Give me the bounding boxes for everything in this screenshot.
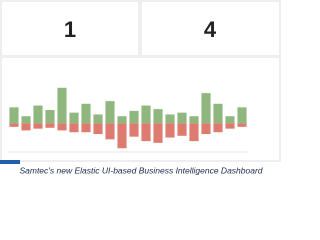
bar: [201, 123, 211, 134]
bar: [69, 112, 79, 124]
bar: [81, 103, 91, 124]
bar: [237, 107, 247, 124]
bar-chart: [8, 87, 248, 153]
bar: [69, 123, 79, 133]
bar: [105, 101, 115, 124]
bar: [57, 123, 67, 131]
dashboard-screenshot: 1 4 Samtec's new Elastic UI-based Busine…: [0, 0, 281, 175]
bar: [213, 103, 223, 124]
bar: [141, 123, 151, 142]
logo: [0, 160, 20, 164]
bar: [177, 112, 187, 124]
bar: [33, 105, 43, 124]
bar: [189, 116, 199, 124]
bar: [153, 123, 163, 143]
bar: [237, 123, 247, 127]
bar: [201, 93, 211, 124]
bar: [117, 123, 127, 149]
bar: [177, 123, 187, 136]
metric-panel: [2, 2, 138, 55]
bar: [129, 110, 139, 124]
bar: [225, 123, 235, 129]
bar: [57, 87, 67, 124]
bar: [33, 123, 43, 129]
bar: [45, 110, 55, 124]
bar: [105, 123, 115, 140]
bar: [45, 123, 55, 128]
bar: [165, 114, 175, 124]
bar: [9, 107, 19, 124]
bar: [21, 123, 31, 131]
bar: [141, 105, 151, 124]
bar: [213, 123, 223, 133]
bar: [189, 123, 199, 142]
bar: [93, 123, 103, 134]
caption: Samtec's new Elastic UI-based Business I…: [19, 165, 262, 175]
chart-panel: [2, 58, 279, 160]
bar: [165, 123, 175, 138]
metric-value: 4: [204, 17, 217, 42]
bar: [21, 116, 31, 124]
metric-value: 1: [64, 17, 76, 42]
bar: [93, 114, 103, 124]
bar: [9, 123, 19, 127]
bar: [225, 116, 235, 124]
bar: [81, 123, 91, 133]
bar: [117, 116, 127, 124]
bar: [129, 123, 139, 137]
metric-panel: [142, 2, 279, 55]
bar: [153, 109, 163, 124]
